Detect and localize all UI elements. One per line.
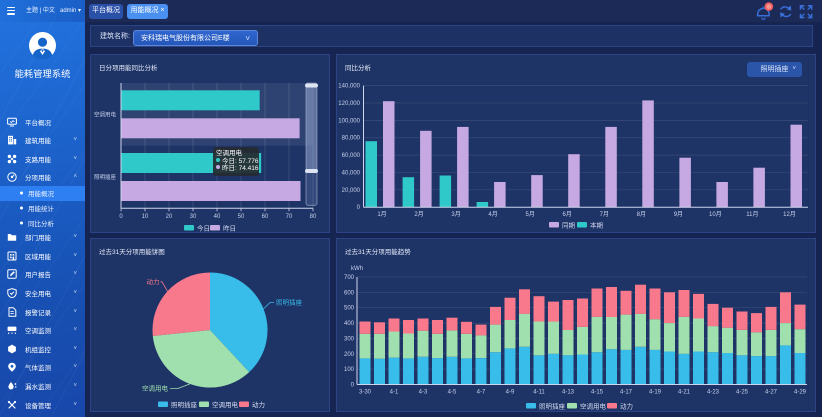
svg-text:200: 200 — [344, 352, 355, 358]
svg-text:2月: 2月 — [414, 211, 423, 218]
svg-text:7月: 7月 — [600, 211, 609, 218]
svg-text:空调用电: 空调用电 — [142, 384, 169, 393]
svg-text:kWh: kWh — [351, 266, 363, 272]
svg-text:500: 500 — [344, 306, 355, 312]
svg-text:10月: 10月 — [709, 211, 722, 218]
svg-text:4-29: 4-29 — [794, 390, 807, 396]
svg-text:4-3: 4-3 — [419, 390, 428, 396]
svg-text:今日: 今日 — [197, 224, 210, 233]
svg-text:4-19: 4-19 — [649, 390, 662, 396]
svg-text:600: 600 — [344, 290, 355, 296]
svg-text:动力: 动力 — [147, 277, 160, 286]
svg-text:照明插座: 照明插座 — [276, 298, 303, 307]
svg-text:同期: 同期 — [562, 222, 576, 230]
svg-text:50: 50 — [238, 214, 245, 220]
svg-text:4-9: 4-9 — [506, 390, 515, 396]
svg-text:4-15: 4-15 — [591, 390, 604, 396]
svg-text:4-11: 4-11 — [533, 390, 545, 396]
svg-text:1月: 1月 — [377, 211, 386, 218]
svg-text:20: 20 — [166, 214, 173, 220]
svg-text:4-23: 4-23 — [707, 390, 720, 396]
svg-text:4-1: 4-1 — [390, 390, 399, 396]
svg-text:本期: 本期 — [590, 221, 604, 230]
svg-text:12月: 12月 — [783, 211, 796, 218]
svg-text:空调用电: 空调用电 — [580, 402, 607, 411]
svg-text:4-27: 4-27 — [765, 390, 778, 396]
svg-text:140,000: 140,000 — [338, 84, 360, 90]
svg-text:8月: 8月 — [637, 211, 646, 218]
svg-text:照明插座: 照明插座 — [539, 402, 566, 411]
svg-text:30: 30 — [190, 214, 197, 220]
svg-text:60: 60 — [262, 214, 269, 220]
svg-text:9月: 9月 — [674, 211, 683, 218]
svg-text:空调用电: 空调用电 — [94, 110, 117, 118]
svg-text:100,000: 100,000 — [338, 118, 360, 124]
svg-text:20,000: 20,000 — [342, 188, 361, 194]
svg-text:0: 0 — [119, 214, 123, 220]
svg-text:40: 40 — [214, 214, 221, 220]
svg-text:70: 70 — [286, 214, 293, 220]
svg-text:400: 400 — [344, 321, 355, 327]
svg-text:80: 80 — [310, 214, 317, 220]
svg-text:6月: 6月 — [563, 211, 572, 218]
svg-text:动力: 动力 — [620, 402, 633, 411]
svg-text:80,000: 80,000 — [342, 136, 361, 142]
svg-text:0: 0 — [351, 383, 355, 389]
svg-text:4-25: 4-25 — [736, 390, 749, 396]
svg-text:40,000: 40,000 — [342, 170, 361, 176]
svg-text:3月: 3月 — [451, 211, 460, 218]
svg-text:60,000: 60,000 — [342, 153, 361, 159]
svg-text:11月: 11月 — [746, 211, 758, 218]
svg-text:10: 10 — [142, 214, 149, 220]
svg-text:4-17: 4-17 — [620, 390, 633, 396]
svg-text:4-7: 4-7 — [477, 390, 486, 396]
svg-text:100: 100 — [344, 367, 355, 373]
svg-text:空调用电: 空调用电 — [212, 400, 239, 409]
svg-text:4-21: 4-21 — [678, 390, 691, 396]
svg-text:700: 700 — [344, 275, 355, 281]
svg-text:照明插座: 照明插座 — [171, 400, 198, 409]
svg-text:4-13: 4-13 — [562, 390, 575, 396]
svg-text:0: 0 — [357, 205, 361, 211]
svg-text:3-30: 3-30 — [359, 390, 372, 396]
svg-text:5月: 5月 — [526, 211, 535, 218]
svg-text:120,000: 120,000 — [338, 101, 360, 107]
svg-text:昨日: 昨日 — [223, 224, 236, 233]
svg-text:动力: 动力 — [252, 400, 265, 409]
svg-text:4-5: 4-5 — [448, 390, 457, 396]
svg-text:300: 300 — [344, 336, 355, 342]
svg-text:4月: 4月 — [488, 211, 497, 218]
svg-text:照明插座: 照明插座 — [94, 173, 117, 181]
